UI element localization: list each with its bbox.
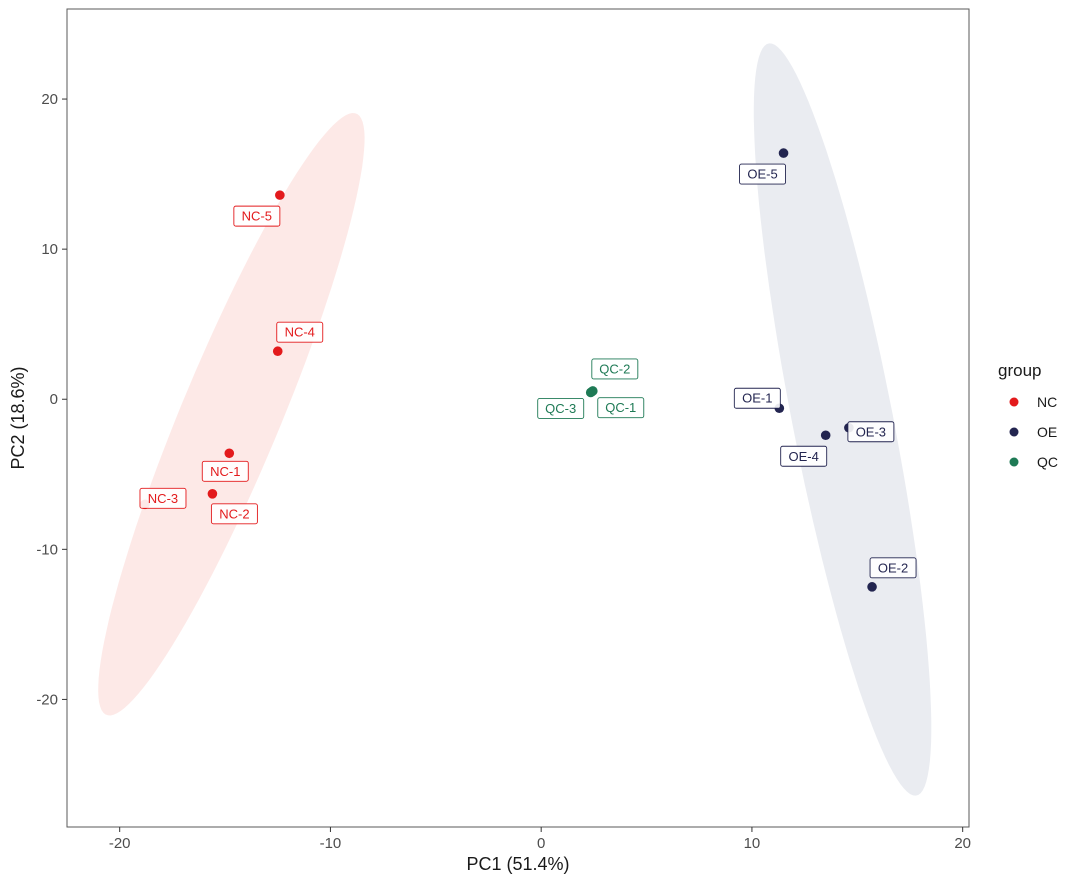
ellipse-nc xyxy=(98,113,365,716)
label-box xyxy=(591,358,639,380)
label-oe-4: OE-4 xyxy=(780,445,828,467)
point-labels: NC-1 NC-2 NC-3 NC-4 NC-5 OE-1 OE-2 OE-3 OE-4 OE-5… xyxy=(139,163,917,579)
label-box xyxy=(847,421,895,443)
label-qc-1: QC-1 xyxy=(597,397,645,419)
legend-item-nc: NC xyxy=(1009,394,1057,410)
legend: group NC OE QC xyxy=(998,361,1058,470)
point-nc-5 xyxy=(275,190,285,200)
y-tick-label: -10 xyxy=(36,541,58,558)
label-qc-3: QC-3 xyxy=(537,398,585,419)
x-tick-label: 20 xyxy=(954,835,971,852)
point-qc-3 xyxy=(585,387,596,398)
y-axis: -20 -10 0 10 20 xyxy=(36,91,67,708)
label-box xyxy=(869,557,917,579)
label-nc-5: NC-5 xyxy=(233,205,281,227)
y-tick-label: 10 xyxy=(41,241,58,258)
label-box xyxy=(733,387,781,409)
label-text: QC-1 xyxy=(605,400,636,415)
label-oe-2: OE-2 xyxy=(869,557,917,579)
label-box xyxy=(276,321,324,343)
label-nc-3: NC-3 xyxy=(139,487,187,509)
label-text: QC-2 xyxy=(599,361,630,376)
label-oe-1: OE-1 xyxy=(733,387,781,409)
label-nc-2: NC-2 xyxy=(210,503,258,525)
y-tick-label: 0 xyxy=(50,391,58,408)
legend-label: QC xyxy=(1037,454,1058,470)
x-tick-label: 10 xyxy=(744,835,761,852)
ellipse-oe xyxy=(753,43,932,796)
legend-key xyxy=(1009,397,1019,407)
legend-item-oe: OE xyxy=(1009,424,1057,440)
label-text: NC-3 xyxy=(148,491,178,506)
label-nc-1: NC-1 xyxy=(201,460,249,482)
label-box xyxy=(139,487,187,509)
point-oe-4 xyxy=(820,430,831,441)
x-tick-label: -10 xyxy=(320,835,342,852)
label-text: OE-3 xyxy=(856,424,886,439)
label-text: NC-4 xyxy=(285,325,315,340)
point-oe-2 xyxy=(867,582,877,592)
point-oe-5 xyxy=(778,148,789,158)
label-qc-2: QC-2 xyxy=(591,358,639,380)
label-box xyxy=(210,503,258,525)
point-nc-4 xyxy=(272,346,283,357)
label-text: QC-3 xyxy=(545,401,576,416)
label-oe-3: OE-3 xyxy=(847,421,895,443)
x-tick-label: -20 xyxy=(109,835,131,852)
label-oe-5: OE-5 xyxy=(739,163,786,185)
point-nc-2 xyxy=(207,488,218,499)
y-tick-label: 20 xyxy=(41,91,58,108)
label-text: NC-2 xyxy=(219,506,249,521)
y-axis-title: PC2 (18.6%) xyxy=(8,366,28,469)
label-text: NC-1 xyxy=(210,464,240,479)
label-text: OE-2 xyxy=(878,560,908,575)
legend-key xyxy=(1009,427,1019,437)
label-text: OE-1 xyxy=(742,391,772,406)
label-text: NC-5 xyxy=(242,209,272,224)
label-box xyxy=(780,445,828,467)
legend-label: NC xyxy=(1037,394,1057,410)
x-axis: -20 -10 0 10 20 xyxy=(109,827,971,852)
label-box xyxy=(537,398,585,419)
x-axis-title: PC1 (51.4%) xyxy=(466,854,569,874)
y-tick-label: -20 xyxy=(36,691,58,708)
label-text: OE-5 xyxy=(747,167,777,182)
x-tick-label: 0 xyxy=(537,835,545,852)
label-box xyxy=(597,397,645,419)
label-box xyxy=(739,163,786,185)
point-nc-1 xyxy=(224,448,235,459)
label-box xyxy=(233,205,281,227)
legend-title: group xyxy=(998,361,1041,380)
legend-item-qc: QC xyxy=(1009,454,1058,470)
label-box xyxy=(201,460,249,482)
label-nc-4: NC-4 xyxy=(276,321,324,343)
label-text: OE-4 xyxy=(789,449,819,464)
confidence-ellipses xyxy=(98,43,932,796)
legend-label: OE xyxy=(1037,424,1057,440)
legend-key xyxy=(1009,457,1019,467)
